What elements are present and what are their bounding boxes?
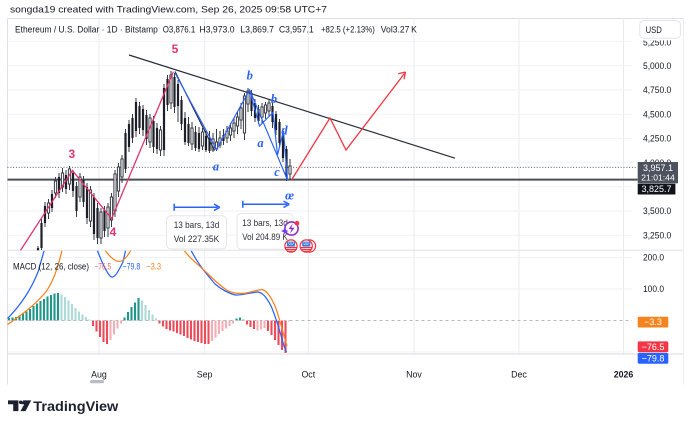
svg-text:Oct: Oct	[301, 370, 315, 380]
svg-text:O3,876.1: O3,876.1	[163, 25, 196, 35]
svg-text:3: 3	[68, 147, 75, 161]
svg-text:100.0: 100.0	[643, 284, 664, 294]
svg-text:TradingView: TradingView	[33, 398, 118, 414]
svg-text:Nov: Nov	[406, 370, 422, 380]
svg-text:−76.5: −76.5	[95, 261, 112, 271]
svg-text:L3,869.7: L3,869.7	[240, 25, 274, 35]
svg-text:3,825.7: 3,825.7	[641, 184, 671, 194]
svg-text:c: c	[274, 165, 280, 179]
svg-text:C3,957.1: C3,957.1	[279, 25, 314, 35]
svg-text:4,500.0: 4,500.0	[643, 109, 671, 119]
svg-text:Vol3.27 K: Vol3.27 K	[381, 25, 417, 35]
svg-text:Aug: Aug	[91, 370, 107, 380]
svg-text:b: b	[271, 92, 277, 106]
svg-text:MACD (12, 26, close): MACD (12, 26, close)	[13, 261, 89, 271]
svg-text:Vol 204.89 K: Vol 204.89 K	[242, 231, 288, 242]
svg-text:13 bars, 13d: 13 bars, 13d	[174, 219, 220, 230]
svg-text:−79.8: −79.8	[123, 261, 141, 271]
svg-text:3,957.1: 3,957.1	[643, 163, 673, 173]
svg-text:4,750.0: 4,750.0	[643, 85, 671, 95]
svg-text:−79.8: −79.8	[642, 353, 665, 363]
svg-text:Sep: Sep	[197, 370, 213, 380]
svg-text:−3.3: −3.3	[644, 317, 662, 327]
svg-text:Ethereum / U.S. Dollar · 1D ·: Ethereum / U.S. Dollar · 1D · Bitstamp	[15, 25, 158, 35]
svg-text:USD: USD	[646, 25, 663, 35]
svg-text:4,250.0: 4,250.0	[643, 134, 671, 144]
svg-text:5,000.0: 5,000.0	[643, 61, 671, 71]
svg-text:21:01:44: 21:01:44	[641, 173, 675, 183]
svg-text:−76.5: −76.5	[642, 342, 665, 352]
svg-text:2026: 2026	[614, 370, 634, 380]
svg-text:5,250.0: 5,250.0	[643, 37, 671, 47]
svg-text:Dec: Dec	[511, 370, 527, 380]
svg-text:œ: œ	[285, 189, 294, 203]
svg-text:a: a	[257, 136, 263, 150]
svg-text:5: 5	[172, 42, 179, 56]
svg-text:d: d	[281, 124, 288, 138]
svg-text:Vol 227.35K: Vol 227.35K	[174, 233, 220, 244]
svg-text:−3.3: −3.3	[146, 261, 161, 271]
svg-text:3,500.0: 3,500.0	[643, 206, 671, 216]
svg-text:4: 4	[110, 225, 117, 239]
svg-text:200.0: 200.0	[643, 253, 664, 263]
svg-text:songda19 created with TradingV: songda19 created with TradingView.com, S…	[10, 4, 327, 14]
svg-text:13 bars, 13d: 13 bars, 13d	[242, 217, 288, 228]
svg-text:a: a	[213, 160, 219, 174]
svg-text:H3,973.0: H3,973.0	[200, 25, 235, 35]
svg-text:3,250.0: 3,250.0	[643, 230, 671, 240]
svg-text:b: b	[247, 69, 253, 83]
svg-text:+82.5 (+2.13%): +82.5 (+2.13%)	[321, 25, 375, 35]
